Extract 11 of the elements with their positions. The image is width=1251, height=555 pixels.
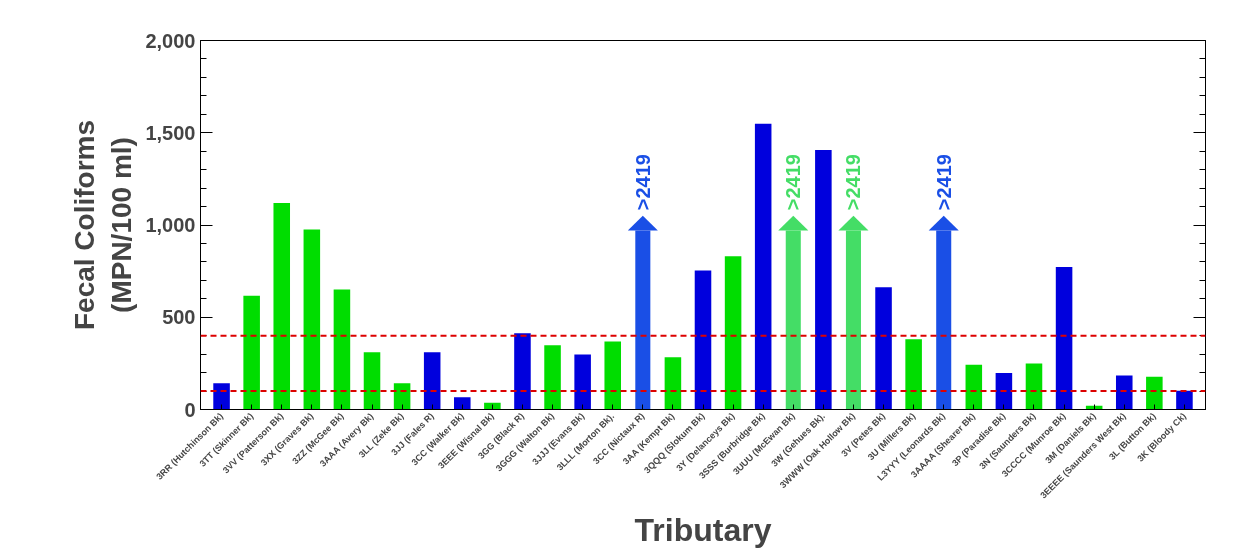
y-tick-label: 2,000 (145, 29, 196, 52)
data-label: >2419 (842, 154, 865, 211)
data-label: >2419 (631, 154, 654, 211)
y-axis-title: Fecal Coliforms (MPN/100 ml) (69, 119, 138, 331)
data-label: >2419 (932, 154, 955, 211)
y-tick-label: 500 (162, 306, 196, 329)
y-tick-label: 1,500 (145, 121, 196, 144)
y-tick-label: 0 (184, 398, 196, 421)
y-tick-label: 1,000 (145, 214, 196, 236)
x-axis-title: Tributary (634, 511, 772, 548)
data-label: >2419 (782, 154, 805, 211)
